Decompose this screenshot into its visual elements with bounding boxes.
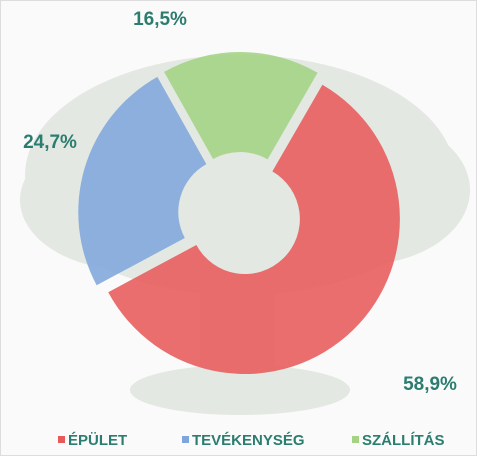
legend-swatch [352, 436, 359, 443]
chart: 58,9% ÉPÜLET 24,7% TEVÉKENYSÉG 16,5% SZÁLLÍTÁ… [0, 0, 477, 456]
legend-swatch [182, 436, 189, 443]
legend-label: ÉPÜLET [68, 432, 127, 449]
legend-label: TEVÉKENYSÉG [192, 432, 305, 449]
data-label: 16,5% [133, 9, 187, 30]
data-label: 58,9% [403, 374, 457, 395]
data-label: 24,7% [23, 132, 77, 153]
legend-swatch [58, 436, 65, 443]
legend-label: SZÁLLÍTÁS [362, 432, 445, 449]
